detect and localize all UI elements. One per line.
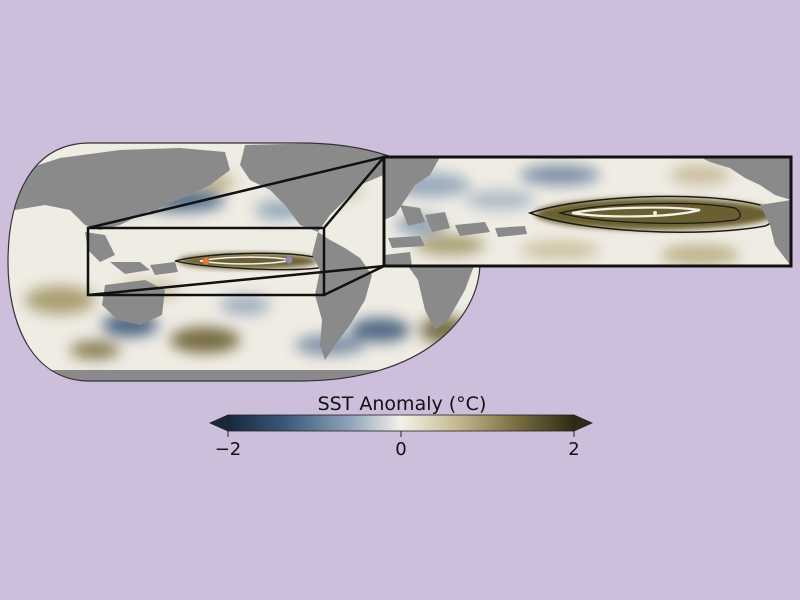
zoom-inset [382, 155, 793, 268]
colorbar-tick-label: 2 [568, 439, 579, 460]
colorbar-extend-low [209, 414, 229, 432]
zoom-connector-bottom [323, 264, 385, 297]
colorbar-tick-label: −2 [215, 439, 242, 460]
inset-region-box [86, 226, 326, 297]
colorbar-gradient [228, 415, 574, 431]
purple-marker [285, 256, 293, 264]
colorbar-ticks: −2 0 2 [215, 431, 580, 460]
zoom-connector-left-top [87, 155, 385, 230]
orange-marker [202, 257, 210, 265]
zoom-connector-left-bottom [87, 264, 385, 297]
colorbar-title: SST Anomaly (°C) [318, 393, 487, 415]
colorbar-extend-high [573, 414, 593, 432]
colorbar: SST Anomaly (°C) −2 0 2 [209, 393, 593, 460]
zoom-connector-top [323, 156, 385, 229]
inset-frame [382, 155, 793, 268]
colorbar-tick-label: 0 [395, 439, 406, 460]
